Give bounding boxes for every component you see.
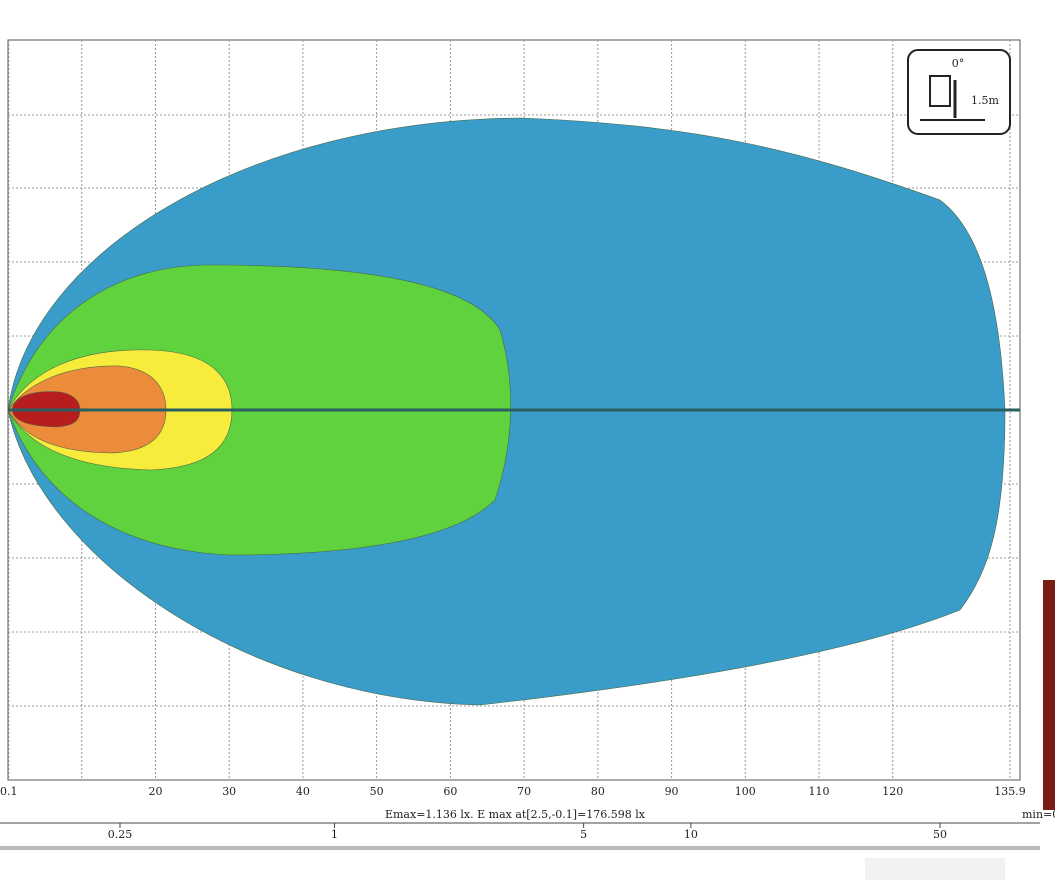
- button-hint: [865, 858, 1005, 880]
- x-tick-label: 110: [809, 785, 830, 798]
- legend-level-label: 1: [331, 828, 338, 841]
- x-tick-label: 100: [735, 785, 756, 798]
- x-tick-label: 0.1: [0, 785, 17, 798]
- x-tick-label: 80: [591, 785, 605, 798]
- x-tick-label: 20: [148, 785, 162, 798]
- bottom-border: [0, 846, 1040, 850]
- x-tick-label: 50: [370, 785, 384, 798]
- legend-level-label: 50: [933, 828, 947, 841]
- icon-height: 1.5m: [971, 94, 999, 107]
- min-label: min=0: [1022, 808, 1055, 821]
- legend-level-label: 10: [684, 828, 698, 841]
- icon-angle: 0°: [952, 57, 965, 70]
- luminaire-icon: 0° 1.5m: [907, 49, 1011, 135]
- x-tick-label: 70: [517, 785, 531, 798]
- x-tick-label: 40: [296, 785, 310, 798]
- x-tick-label: 30: [222, 785, 236, 798]
- x-tick-label: 135.9: [994, 785, 1026, 798]
- x-tick-label: 120: [882, 785, 903, 798]
- legend-level-label: 0.25: [108, 828, 133, 841]
- footer-text: Emax=1.136 lx. E max at[2.5,-0.1]=176.59…: [385, 808, 646, 821]
- edge-decoration: [1043, 580, 1055, 810]
- legend-level-label: 5: [580, 828, 587, 841]
- icon-lamp: [929, 75, 951, 107]
- x-tick-label: 60: [443, 785, 457, 798]
- x-tick-label: 90: [665, 785, 679, 798]
- icon-frame: [907, 49, 1011, 135]
